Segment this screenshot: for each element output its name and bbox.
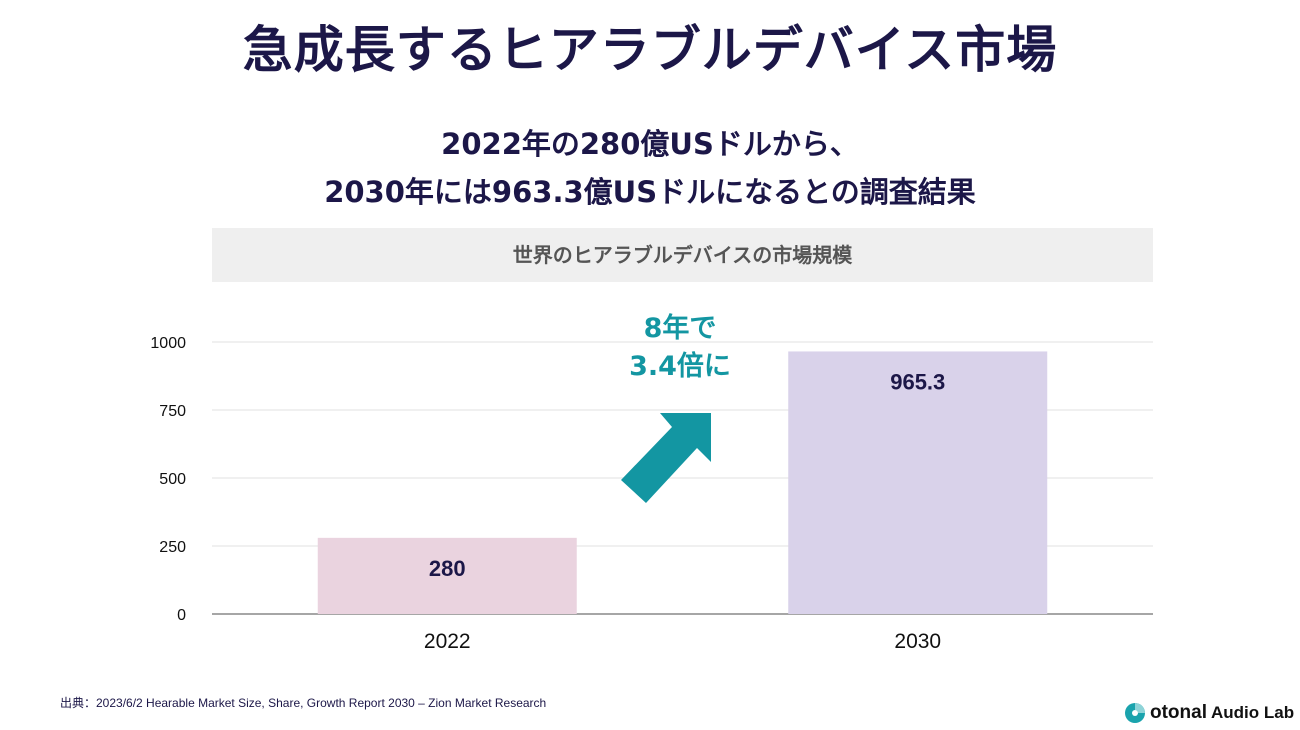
x-tick-label: 2022 <box>424 630 471 653</box>
slide-title: 急成長するヒアラブルデバイス市場 <box>242 21 1058 79</box>
data-label-2030: 965.3 <box>890 369 945 394</box>
data-label-2022: 280 <box>429 556 466 581</box>
data-labels: 280 965.3 <box>429 369 945 580</box>
chart-title-banner: 世界のヒアラブルデバイスの市場規模 <box>212 228 1153 282</box>
y-tick-label: 500 <box>159 471 186 488</box>
disc-logo-icon <box>1125 703 1145 723</box>
logo-brand: otonal <box>1150 702 1207 723</box>
annotation-line-2: 3.4倍に <box>629 351 731 382</box>
bar-2030 <box>788 351 1048 614</box>
y-tick-label: 0 <box>177 607 186 624</box>
up-right-arrow-icon <box>621 413 711 503</box>
logo-suffix: Audio Lab <box>1211 703 1295 722</box>
x-axis-ticks: 2022 2030 <box>424 630 941 653</box>
y-tick-label: 1000 <box>150 335 186 352</box>
bars <box>317 351 1048 614</box>
y-tick-label: 250 <box>159 539 186 556</box>
subtitle-line-1: 2022年の280億USドルから、 <box>441 127 859 161</box>
subtitle-line-2: 2030年には963.3億USドルになるとの調査結果 <box>324 175 976 209</box>
bar-2022 <box>317 537 577 614</box>
slide-subtitle: 2022年の280億USドルから、 2030年には963.3億USドルになるとの… <box>0 120 1300 216</box>
growth-annotation: 8年で 3.4倍に <box>600 310 760 386</box>
annotation-line-1: 8年で <box>643 313 717 344</box>
y-axis-ticks: 0 250 500 750 1000 <box>150 335 186 624</box>
y-tick-label: 750 <box>159 403 186 420</box>
company-logo: otonal Audio Lab <box>1124 700 1294 726</box>
source-citation: 出典：2023/6/2 Hearable Market Size, Share,… <box>60 696 547 710</box>
x-tick-label: 2030 <box>894 630 941 653</box>
